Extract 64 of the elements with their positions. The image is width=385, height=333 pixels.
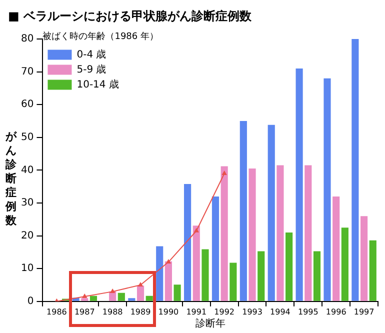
x-tick-label: 1987 bbox=[74, 307, 95, 316]
bar bbox=[184, 184, 192, 301]
x-tick-label: 1992 bbox=[214, 307, 235, 316]
bar bbox=[360, 216, 368, 301]
point bbox=[138, 282, 143, 286]
x-tick-label: 1991 bbox=[186, 307, 207, 316]
bar bbox=[341, 228, 348, 301]
y-tick-label: 10 bbox=[20, 263, 34, 274]
bar bbox=[248, 168, 256, 301]
legend-label: 10-14 歳 bbox=[76, 78, 119, 90]
chart-title: ■ ベラルーシにおける甲状腺がん診断症例数 bbox=[8, 8, 252, 25]
x-tick-label: 1997 bbox=[354, 307, 374, 316]
bar bbox=[156, 246, 164, 301]
legend-title: 被ばく時の年齢（1986 年） bbox=[42, 30, 158, 42]
point bbox=[82, 294, 87, 298]
bar bbox=[324, 78, 331, 301]
y-tick-label: 70 bbox=[20, 66, 34, 78]
x-tick-label: 1989 bbox=[130, 307, 151, 316]
bar bbox=[164, 261, 172, 301]
x-tick-label: 1994 bbox=[270, 307, 290, 316]
y-tick-label: 40 bbox=[20, 164, 34, 176]
x-tick-label: 1986 bbox=[46, 307, 67, 316]
x-tick-label: 1990 bbox=[158, 307, 179, 316]
bar bbox=[118, 292, 125, 301]
point bbox=[194, 228, 199, 232]
point bbox=[166, 260, 171, 264]
bar bbox=[286, 232, 293, 301]
y-axis-title: がん診断症例数 bbox=[4, 130, 18, 228]
bar bbox=[90, 296, 98, 301]
point bbox=[222, 170, 227, 175]
bar bbox=[258, 251, 265, 301]
bar bbox=[192, 226, 200, 301]
bar bbox=[352, 39, 359, 301]
bar bbox=[136, 286, 144, 301]
bar bbox=[313, 251, 321, 301]
bar bbox=[296, 68, 303, 301]
point bbox=[110, 289, 115, 294]
bar bbox=[304, 165, 312, 301]
bar bbox=[81, 298, 88, 301]
bar bbox=[276, 165, 284, 301]
bar bbox=[369, 240, 376, 301]
x-tick-label: 1996 bbox=[326, 307, 346, 316]
x-tick-label: 1995 bbox=[298, 307, 318, 316]
y-tick-label: 30 bbox=[20, 198, 34, 209]
bar bbox=[230, 262, 237, 301]
bar bbox=[146, 296, 153, 301]
bar bbox=[128, 298, 136, 301]
x-tick-label: 1993 bbox=[242, 307, 262, 316]
bar bbox=[212, 196, 220, 301]
y-tick-label: 0 bbox=[27, 296, 34, 307]
bar bbox=[332, 196, 340, 301]
bar bbox=[268, 124, 275, 301]
legend-label: 0-4 歳 bbox=[76, 48, 106, 60]
y-tick-label: 80 bbox=[20, 34, 34, 45]
legend-label: 5-9 歳 bbox=[76, 63, 106, 76]
bar bbox=[174, 284, 181, 301]
y-tick-label: 20 bbox=[20, 230, 34, 242]
y-tick-label: 60 bbox=[20, 99, 34, 110]
bar bbox=[220, 166, 228, 301]
bar bbox=[202, 249, 209, 301]
x-axis-title: 診断年 bbox=[195, 318, 226, 330]
x-tick-label: 1988 bbox=[102, 307, 123, 316]
bar bbox=[240, 121, 247, 301]
y-tick-label: 50 bbox=[20, 132, 34, 143]
